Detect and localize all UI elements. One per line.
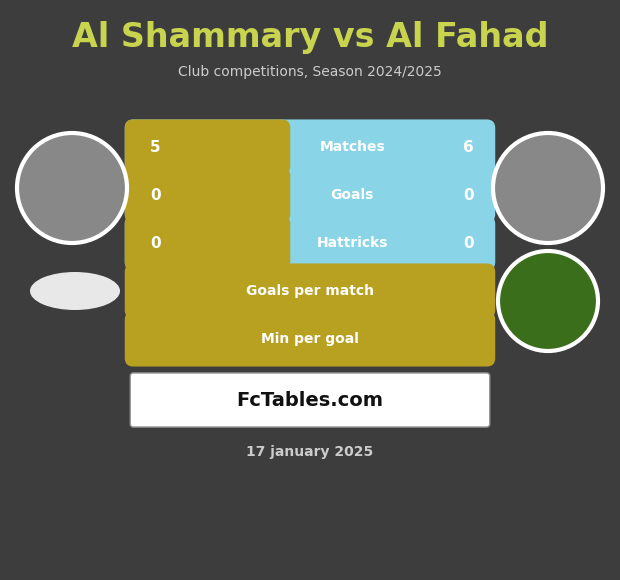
Text: 6: 6 (463, 140, 474, 154)
Text: Goals: Goals (330, 188, 374, 202)
Text: 0: 0 (150, 187, 161, 202)
Bar (263, 224, 281, 262)
Text: 0: 0 (463, 235, 474, 251)
Bar (263, 176, 281, 214)
Text: Goals per match: Goals per match (246, 284, 374, 298)
Text: Hattricks: Hattricks (317, 236, 388, 250)
FancyBboxPatch shape (125, 311, 495, 367)
Text: 0: 0 (463, 187, 474, 202)
Text: Matches: Matches (319, 140, 385, 154)
Circle shape (493, 133, 603, 243)
Circle shape (498, 251, 598, 351)
FancyBboxPatch shape (125, 215, 290, 270)
FancyBboxPatch shape (125, 263, 495, 318)
Ellipse shape (30, 272, 120, 310)
Text: 17 january 2025: 17 january 2025 (246, 445, 374, 459)
FancyBboxPatch shape (125, 168, 495, 223)
Text: Al Shammary vs Al Fahad: Al Shammary vs Al Fahad (72, 21, 548, 55)
FancyBboxPatch shape (125, 119, 495, 175)
Text: FcTables.com: FcTables.com (236, 390, 384, 409)
Circle shape (17, 133, 127, 243)
FancyBboxPatch shape (125, 119, 290, 175)
Text: 5: 5 (150, 140, 161, 154)
FancyBboxPatch shape (130, 373, 490, 427)
FancyBboxPatch shape (125, 215, 495, 270)
FancyBboxPatch shape (125, 168, 290, 223)
Text: Min per goal: Min per goal (261, 332, 359, 346)
Text: 0: 0 (150, 235, 161, 251)
Text: Club competitions, Season 2024/2025: Club competitions, Season 2024/2025 (178, 65, 442, 79)
Bar (263, 128, 281, 166)
